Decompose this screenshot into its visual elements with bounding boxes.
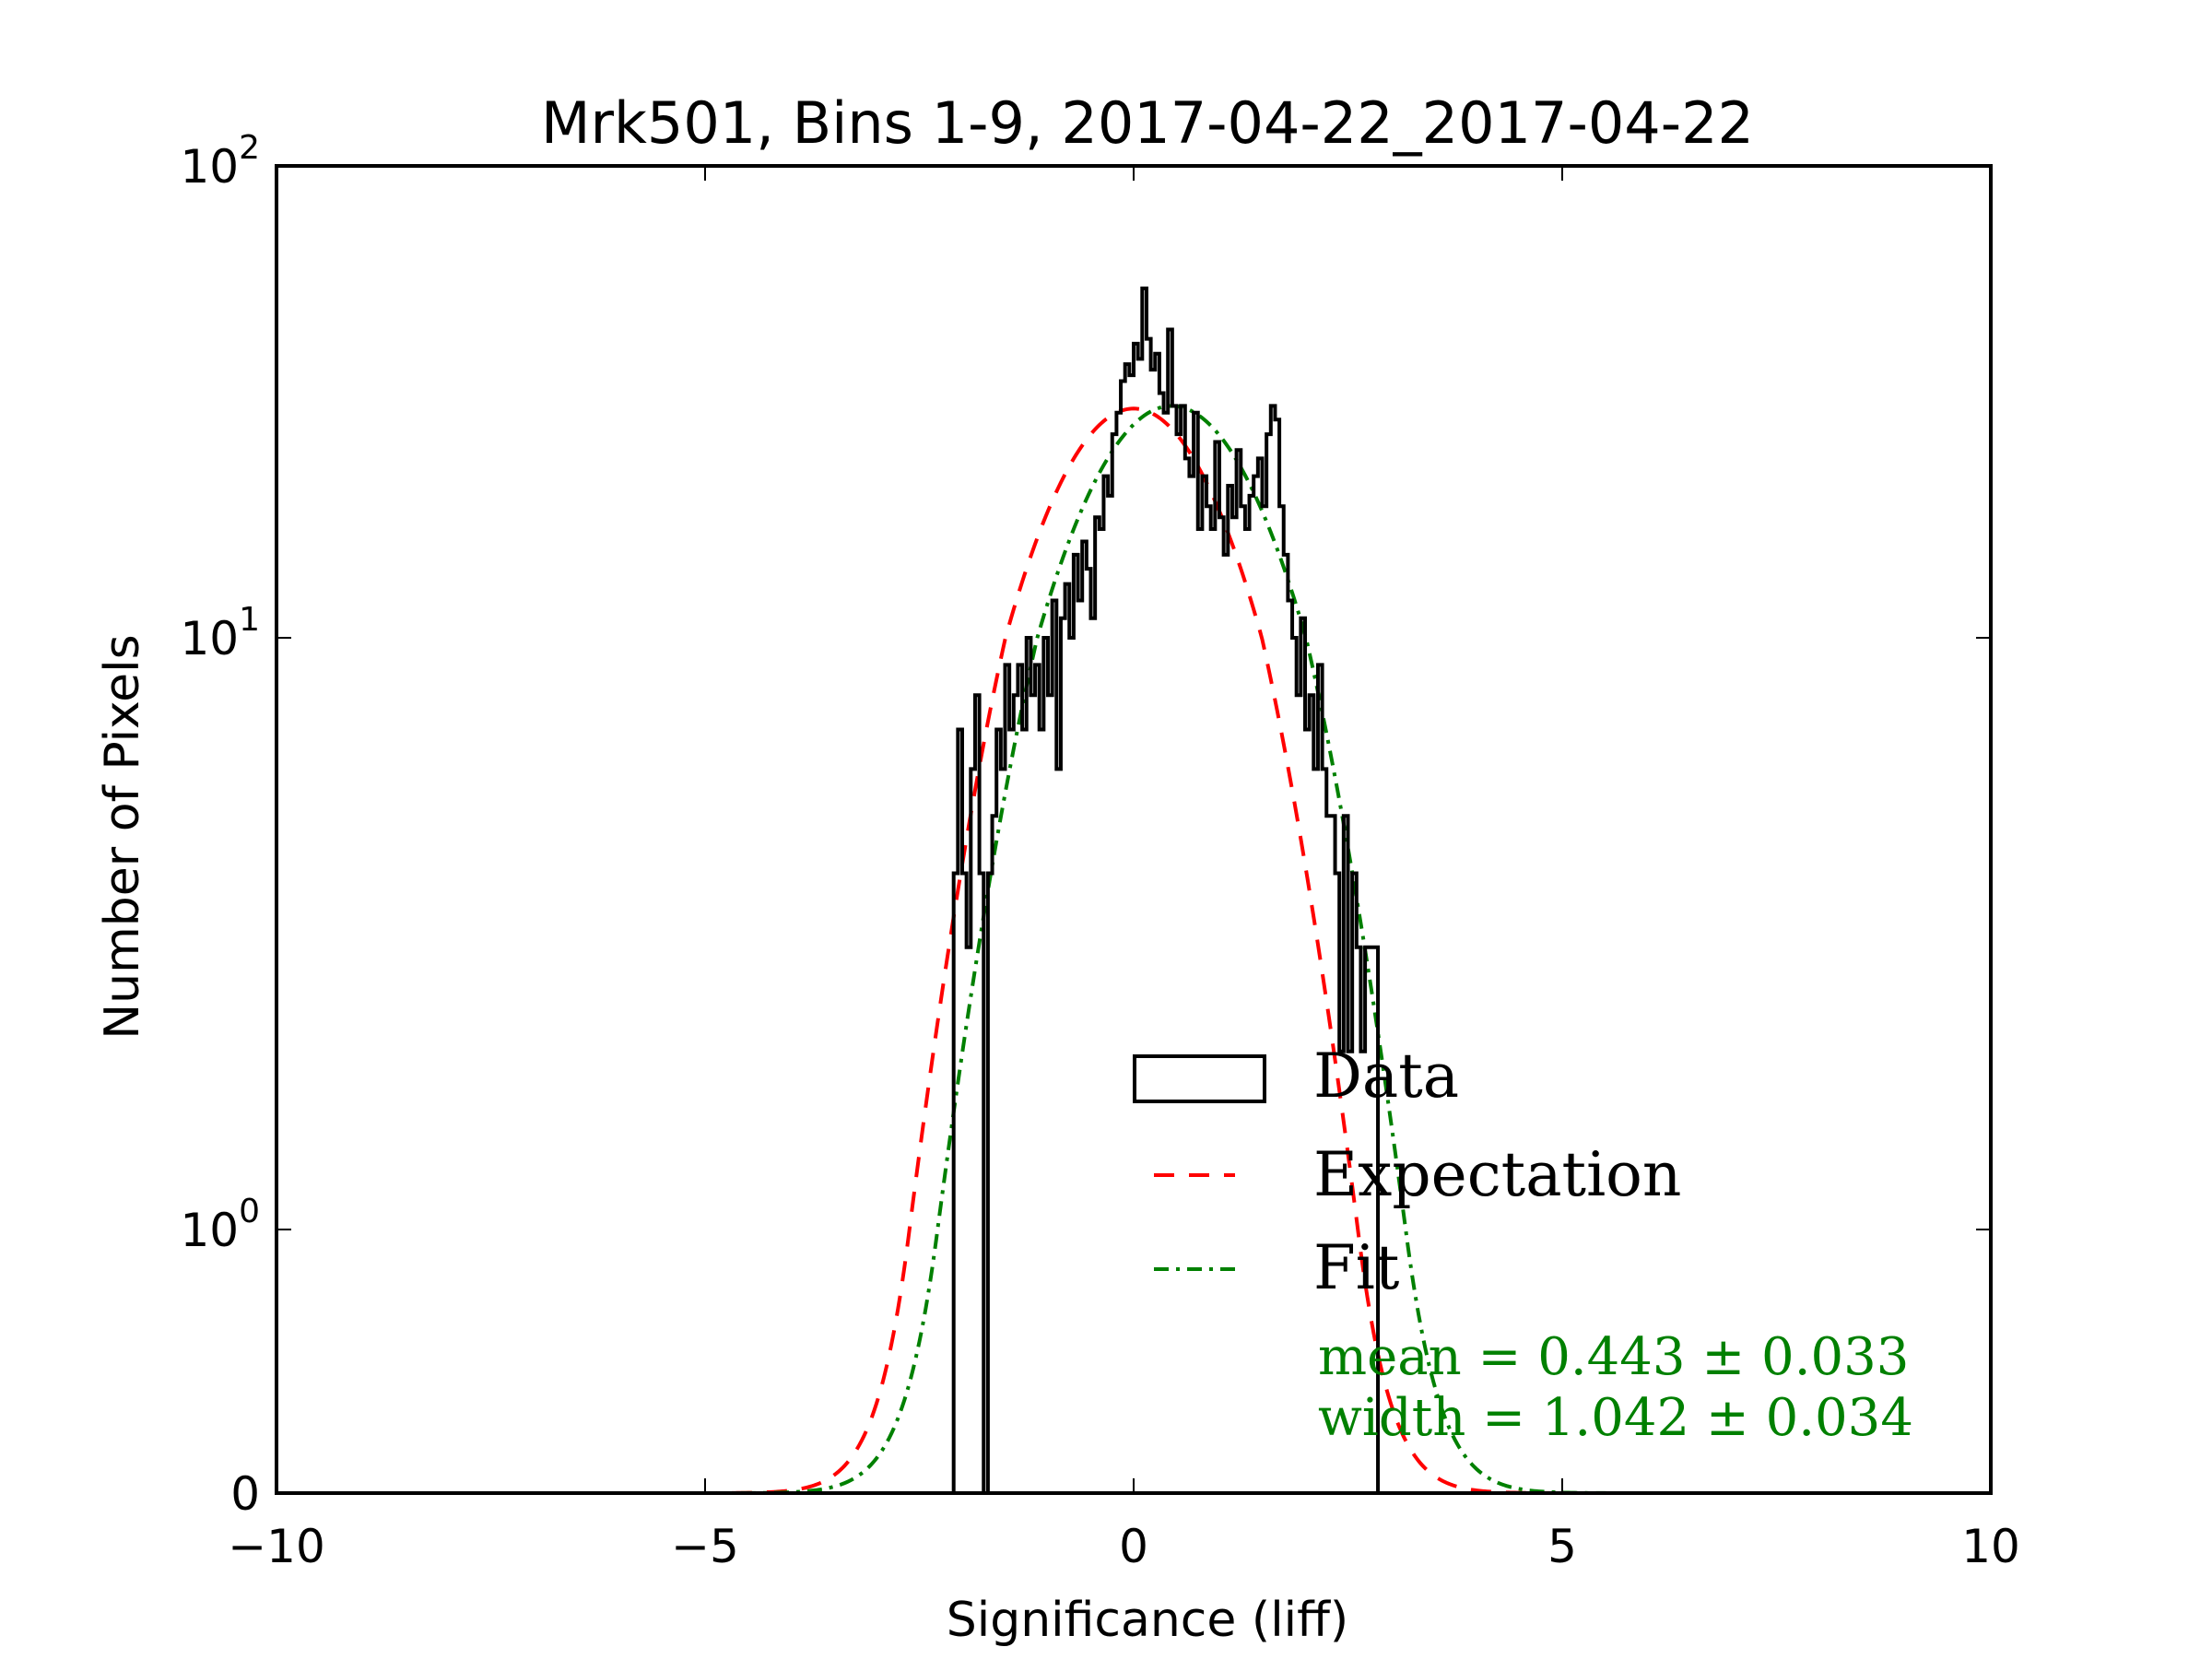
legend: Data Expectation Fit: [1133, 1041, 1681, 1303]
fit-width-annotation: width = 1.042 ± 0.034: [1318, 1388, 1913, 1448]
legend-fit-label: Fit: [1313, 1232, 1399, 1303]
y-axis-label: Number of Pixels: [95, 634, 150, 1039]
y-tick-label: 101: [180, 601, 260, 665]
x-axis-label: Significance (liff): [947, 1593, 1348, 1648]
x-tick-label: −5: [671, 1520, 739, 1573]
y-tick-label: 100: [180, 1193, 260, 1257]
curve-layer: [276, 404, 1991, 1493]
fit-mean-annotation: mean = 0.443 ± 0.033: [1318, 1327, 1909, 1387]
x-axis: −10 −5 0 5 10: [228, 166, 2020, 1573]
histogram-layer: [951, 286, 1381, 1493]
chart-title: Mrk501, Bins 1-9, 2017-04-22_2017-04-22: [541, 89, 1754, 157]
x-tick-label: 10: [1961, 1520, 2020, 1573]
x-tick-label: −10: [228, 1520, 325, 1573]
x-tick-label: 0: [1119, 1520, 1148, 1573]
y-tick-label: 102: [180, 129, 260, 194]
legend-data-swatch: [1133, 1054, 1266, 1103]
legend-expectation-label: Expectation: [1313, 1139, 1681, 1210]
x-tick-label: 5: [1547, 1520, 1577, 1573]
y-tick-label: 0: [230, 1467, 260, 1521]
curve-expectation: [276, 406, 1991, 1493]
y-axis: 0 100 101 102: [180, 129, 1991, 1521]
histogram-outline: [951, 286, 1381, 1493]
legend-data-label: Data: [1313, 1041, 1459, 1112]
